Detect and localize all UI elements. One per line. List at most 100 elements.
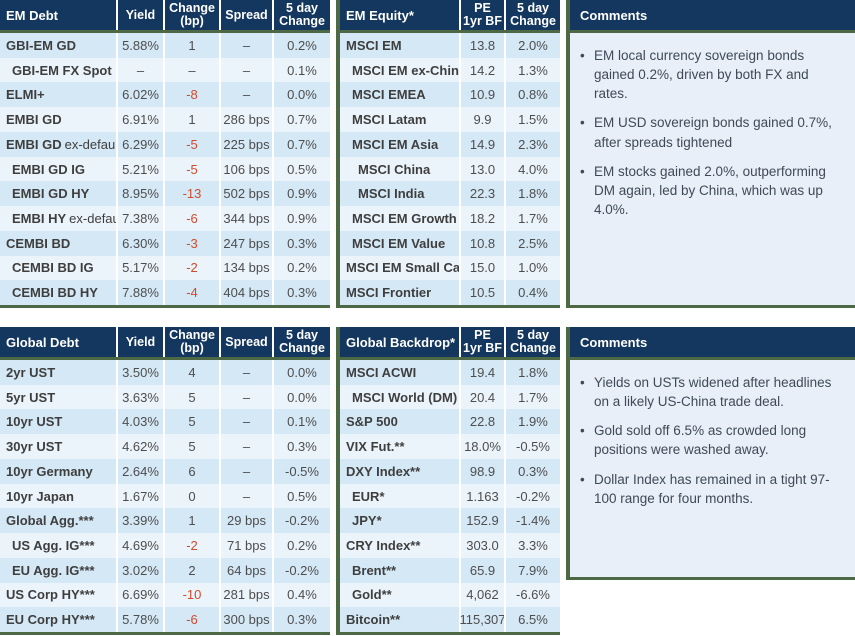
cell-value: -4	[163, 280, 219, 306]
cell-value: 2.5%	[504, 230, 560, 256]
cell-value: 0.0%	[272, 82, 330, 108]
column-header: 5 day Change	[272, 0, 330, 30]
cell-value: 0.1%	[272, 409, 330, 435]
table-row: CEMBI BD IG 5.17% -2 134 bps 0.2%	[0, 255, 330, 281]
table-row: VIX Fut.** 18.0% -0.5%	[340, 434, 560, 459]
bullet-dot-icon: •	[580, 471, 585, 487]
cell-value: -5	[163, 131, 219, 157]
table-row: MSCI Latam 9.9 1.5%	[340, 107, 560, 132]
table-row: MSCI EMEA 10.9 0.8%	[340, 82, 560, 108]
comments-body: • EM local currency sovereign bonds gaine…	[570, 33, 855, 219]
comment-bullet: • Gold sold off 6.5% as crowded long posi…	[580, 421, 841, 459]
cell-value: -6.6%	[504, 582, 560, 608]
cell-value: 5.17%	[116, 255, 163, 281]
cell-value: 13.8	[459, 33, 504, 58]
row-label: 10yr Germany	[6, 463, 93, 479]
row-label: 10yr Japan	[6, 488, 74, 504]
cell-value: 2.3%	[504, 131, 560, 157]
cell-value: 3.02%	[116, 557, 163, 583]
row-label: CRY Index**	[346, 538, 421, 553]
row-label: GBI-EM GD	[6, 37, 77, 53]
table-row: EUR* 1.163 -0.2%	[340, 483, 560, 509]
global-debt-table-header: Global Debt Yield Change (bp) Spread 5 day …	[0, 327, 330, 360]
cell-value: 0.3%	[504, 458, 560, 484]
comment-text: EM local currency sovereign bonds gained…	[594, 48, 809, 102]
row-label: MSCI Latam	[352, 112, 427, 128]
row-label: EMBI GD IG	[12, 161, 85, 177]
row-label: CEMBI BD IG	[12, 260, 94, 276]
cell-value: 6.30%	[116, 230, 163, 256]
em-debt-table: EM Debt Yield Change (bp) Spread 5 day Chan…	[0, 0, 330, 308]
table-row: MSCI World (DM) 20.4 1.7%	[340, 384, 560, 410]
table-row: 2yr UST 3.50% 4–0.0%	[0, 360, 330, 385]
top-section: EM Debt Yield Change (bp) Spread 5 day Chan…	[0, 0, 855, 308]
cell-value: 247 bps	[219, 230, 272, 256]
cell-value: 5.78%	[116, 607, 163, 633]
table-row: MSCI EM Asia 14.9 2.3%	[340, 131, 560, 157]
row-label: MSCI India	[358, 186, 425, 202]
cell-value: –	[219, 57, 272, 83]
cell-value: 1.8%	[504, 181, 560, 207]
cell-value: -10	[163, 582, 219, 608]
cell-value: -0.2%	[272, 508, 330, 534]
cell-value: 0.5%	[272, 156, 330, 182]
comment-bullet: • EM local currency sovereign bonds gaine…	[580, 46, 841, 103]
cell-value: 6.91%	[116, 107, 163, 132]
row-label: EU Corp HY***	[6, 612, 95, 628]
cell-value: 300 bps	[219, 607, 272, 633]
cell-value: 404 bps	[219, 280, 272, 306]
cell-value: 1	[163, 33, 219, 58]
cell-value: 0.9%	[272, 181, 330, 207]
row-label: 2yr UST	[6, 364, 56, 380]
table-row: US Agg. IG*** 4.69% -2 71 bps 0.2%	[0, 533, 330, 558]
column-header: Yield	[116, 327, 163, 357]
cell-value: 0.3%	[272, 230, 330, 256]
cell-value: 98.9	[459, 458, 504, 484]
table-row: Bitcoin** 115,307 6.5%	[340, 607, 560, 633]
table-row: S&P 500 22.8 1.9%	[340, 409, 560, 435]
cell-value: 8.95%	[116, 181, 163, 207]
cell-value: -0.5%	[272, 458, 330, 484]
row-label: US Agg. IG***	[12, 538, 95, 553]
cell-value: 1	[163, 107, 219, 132]
table-row: MSCI EM 13.8 2.0%	[340, 33, 560, 58]
cell-value: 2.0%	[504, 33, 560, 58]
cell-value: 7.88%	[116, 280, 163, 306]
global-debt-table-body: 2yr UST 3.50% 4–0.0% 5yr UST 3.63% 5–0.0% 10yr…	[0, 360, 330, 633]
cell-value: 65.9	[459, 557, 504, 583]
row-label: MSCI EM	[346, 37, 402, 53]
cell-value: 10.5	[459, 280, 504, 306]
cell-value: 0.2%	[272, 533, 330, 558]
table-row: MSCI EM ex-China 14.2 1.3%	[340, 57, 560, 83]
table-row: MSCI India 22.3 1.8%	[340, 181, 560, 207]
cell-value: –	[219, 360, 272, 385]
table-row: Global Agg.*** 3.39% 1 29 bps -0.2%	[0, 508, 330, 534]
row-label: MSCI EM Asia	[352, 136, 439, 152]
comment-text: EM USD sovereign bonds gained 0.7%, afte…	[594, 115, 832, 150]
comments-header: Comments	[570, 327, 855, 360]
table-title: Global Debt	[6, 334, 79, 350]
row-label: EUR*	[352, 488, 385, 504]
global-backdrop-table-body: MSCI ACWI 19.4 1.8% MSCI World (DM) 20.4 1.7%…	[340, 360, 560, 633]
cell-value: –	[219, 483, 272, 509]
table-row: Brent** 65.9 7.9%	[340, 557, 560, 583]
cell-value: 0.9%	[272, 206, 330, 231]
cell-value: 18.0%	[459, 434, 504, 459]
comment-bullet: • Dollar Index has remained in a tight 97…	[580, 470, 841, 508]
global-backdrop-table: Global Backdrop* PE 1yr BF 5 day Change M…	[336, 327, 560, 635]
row-label: EMBI GD HY	[12, 186, 90, 202]
bullet-dot-icon: •	[580, 115, 585, 131]
table-row: MSCI Frontier 10.5 0.4%	[340, 280, 560, 306]
table-title: Global Backdrop*	[346, 334, 456, 350]
row-label: Global Agg.***	[6, 513, 94, 529]
cell-value: 134 bps	[219, 255, 272, 281]
cell-value: 0.2%	[272, 255, 330, 281]
table-row: 30yr UST 4.62% 5–0.3%	[0, 434, 330, 459]
cell-value: 22.8	[459, 409, 504, 435]
row-label: US Corp HY***	[6, 587, 95, 603]
cell-value: 152.9	[459, 508, 504, 534]
cell-value: 1.0%	[504, 255, 560, 281]
table-row: JPY* 152.9 -1.4%	[340, 508, 560, 534]
table-title: EM Equity*	[346, 7, 414, 23]
